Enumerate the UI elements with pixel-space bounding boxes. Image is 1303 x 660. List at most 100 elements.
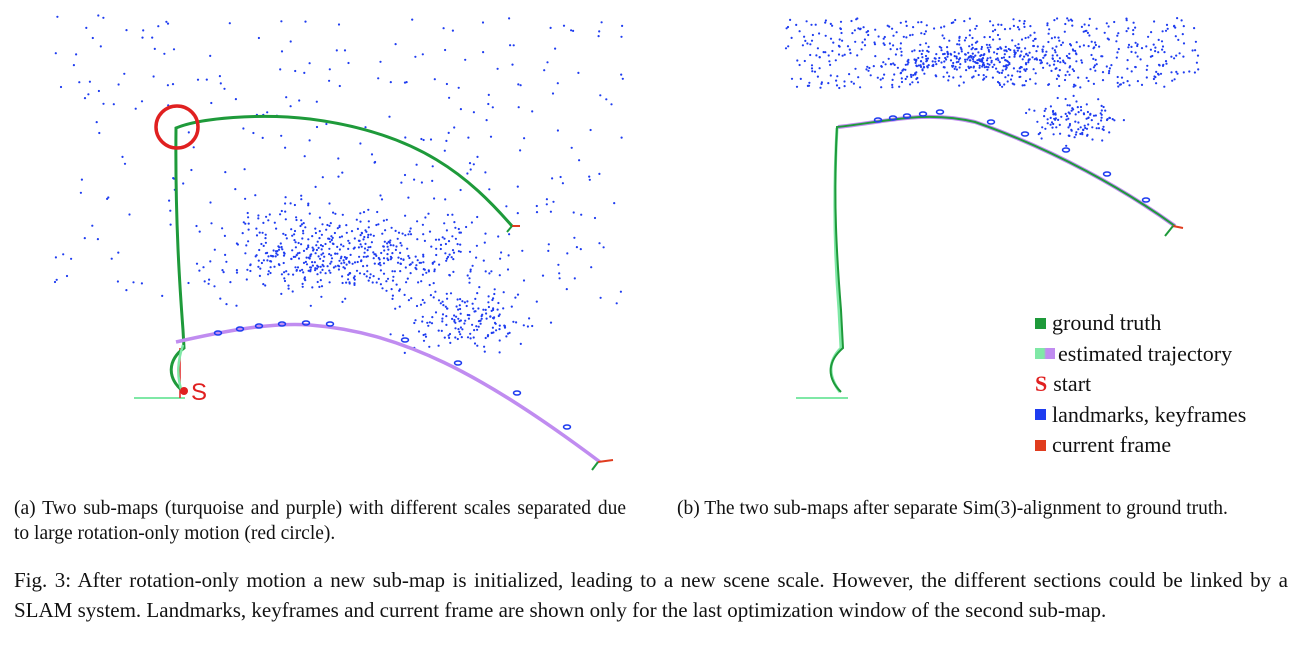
landmark-point <box>547 243 550 246</box>
landmark-point <box>428 230 432 233</box>
landmark-point <box>97 89 100 93</box>
figure-caption: Fig. 3: After rotation-only motion a new… <box>14 568 1288 622</box>
landmark-point <box>991 30 995 33</box>
landmark-point <box>813 70 817 73</box>
landmark-point <box>363 247 367 250</box>
landmark-point <box>280 209 283 213</box>
landmark-point <box>874 55 877 58</box>
landmark-point <box>246 211 249 215</box>
landmark-point <box>1103 31 1106 34</box>
landmark-point <box>294 266 297 269</box>
landmark-point <box>427 270 430 273</box>
landmark-point <box>986 62 989 65</box>
landmark-point <box>362 255 365 258</box>
landmark-point <box>1064 74 1067 77</box>
landmark-point <box>558 277 561 280</box>
landmark-point <box>381 232 384 235</box>
landmark-point <box>516 185 519 188</box>
landmark-point <box>459 312 462 315</box>
landmark-point <box>396 261 400 264</box>
landmark-point <box>369 233 372 236</box>
landmark-point <box>323 255 326 258</box>
landmark-point <box>311 261 314 264</box>
landmark-point <box>307 256 310 259</box>
landmark-point <box>373 262 376 265</box>
landmark-point <box>1100 104 1103 107</box>
landmark-point <box>348 272 351 275</box>
landmark-point <box>946 71 949 74</box>
landmark-points-b <box>784 17 1200 147</box>
landmark-point <box>1058 39 1061 42</box>
landmark-point <box>415 163 418 166</box>
landmark-point <box>1061 41 1064 44</box>
landmark-point <box>943 66 946 69</box>
landmark-point <box>275 227 278 230</box>
landmark-point <box>262 259 265 262</box>
landmark-point <box>963 20 966 23</box>
landmark-point <box>1182 71 1185 74</box>
landmark-point <box>1046 122 1049 125</box>
landmark-point <box>1011 82 1014 85</box>
legend-label: start <box>1053 371 1092 396</box>
landmark-point <box>839 20 843 23</box>
landmark-point <box>322 259 325 263</box>
landmark-point <box>319 279 322 282</box>
landmark-point <box>247 228 250 231</box>
landmark-point <box>338 225 341 229</box>
landmark-point <box>447 334 450 337</box>
keyframe-marker <box>935 109 945 115</box>
landmark-point <box>123 162 127 165</box>
landmark-point <box>225 303 228 306</box>
landmark-point <box>1145 68 1148 71</box>
landmark-point <box>1149 48 1152 51</box>
landmark-point <box>461 300 464 303</box>
landmark-point <box>297 241 300 245</box>
landmark-point <box>1011 39 1014 42</box>
landmark-point <box>1009 78 1013 81</box>
landmark-point <box>517 106 520 109</box>
landmark-point <box>565 288 568 291</box>
landmark-point <box>399 241 402 245</box>
landmark-point <box>865 68 868 71</box>
landmark-point <box>893 73 896 76</box>
landmark-point <box>1029 25 1032 28</box>
legend-item-current-frame: current frame <box>1035 430 1246 461</box>
landmark-point <box>605 98 608 101</box>
landmark-point <box>1002 56 1006 59</box>
landmark-point <box>1087 79 1090 83</box>
landmark-point <box>330 235 333 238</box>
landmark-point <box>280 292 283 295</box>
landmark-point <box>362 238 365 241</box>
landmark-point <box>405 281 408 284</box>
landmark-point <box>1025 68 1028 71</box>
landmark-point <box>355 218 358 221</box>
landmark-point <box>208 278 211 281</box>
landmark-point <box>157 25 160 28</box>
landmark-point <box>355 269 359 272</box>
landmark-point <box>394 307 397 310</box>
landmark-point <box>958 66 961 69</box>
landmark-point <box>1069 43 1072 46</box>
landmark-point <box>1023 55 1026 58</box>
landmark-point <box>1101 128 1104 131</box>
landmark-point <box>401 232 404 235</box>
landmark-point <box>925 57 928 61</box>
landmark-point <box>1154 46 1157 49</box>
figure-b-plot <box>655 0 1303 485</box>
landmark-point <box>1031 56 1034 59</box>
landmark-point <box>357 246 360 249</box>
landmark-point <box>482 259 485 262</box>
landmark-point <box>1084 29 1087 33</box>
landmark-point <box>1020 38 1024 41</box>
landmark-point <box>260 242 263 246</box>
landmark-point <box>1105 22 1108 25</box>
landmark-point <box>963 39 966 42</box>
landmark-point <box>1139 58 1142 61</box>
landmark-point <box>1067 134 1070 137</box>
landmark-point <box>955 57 958 60</box>
landmark-point <box>798 63 801 67</box>
landmark-point <box>493 321 497 324</box>
landmark-point <box>1007 47 1010 51</box>
subcaption-a: (a) Two sub-maps (turquoise and purple) … <box>14 498 626 544</box>
landmark-point <box>477 320 480 323</box>
